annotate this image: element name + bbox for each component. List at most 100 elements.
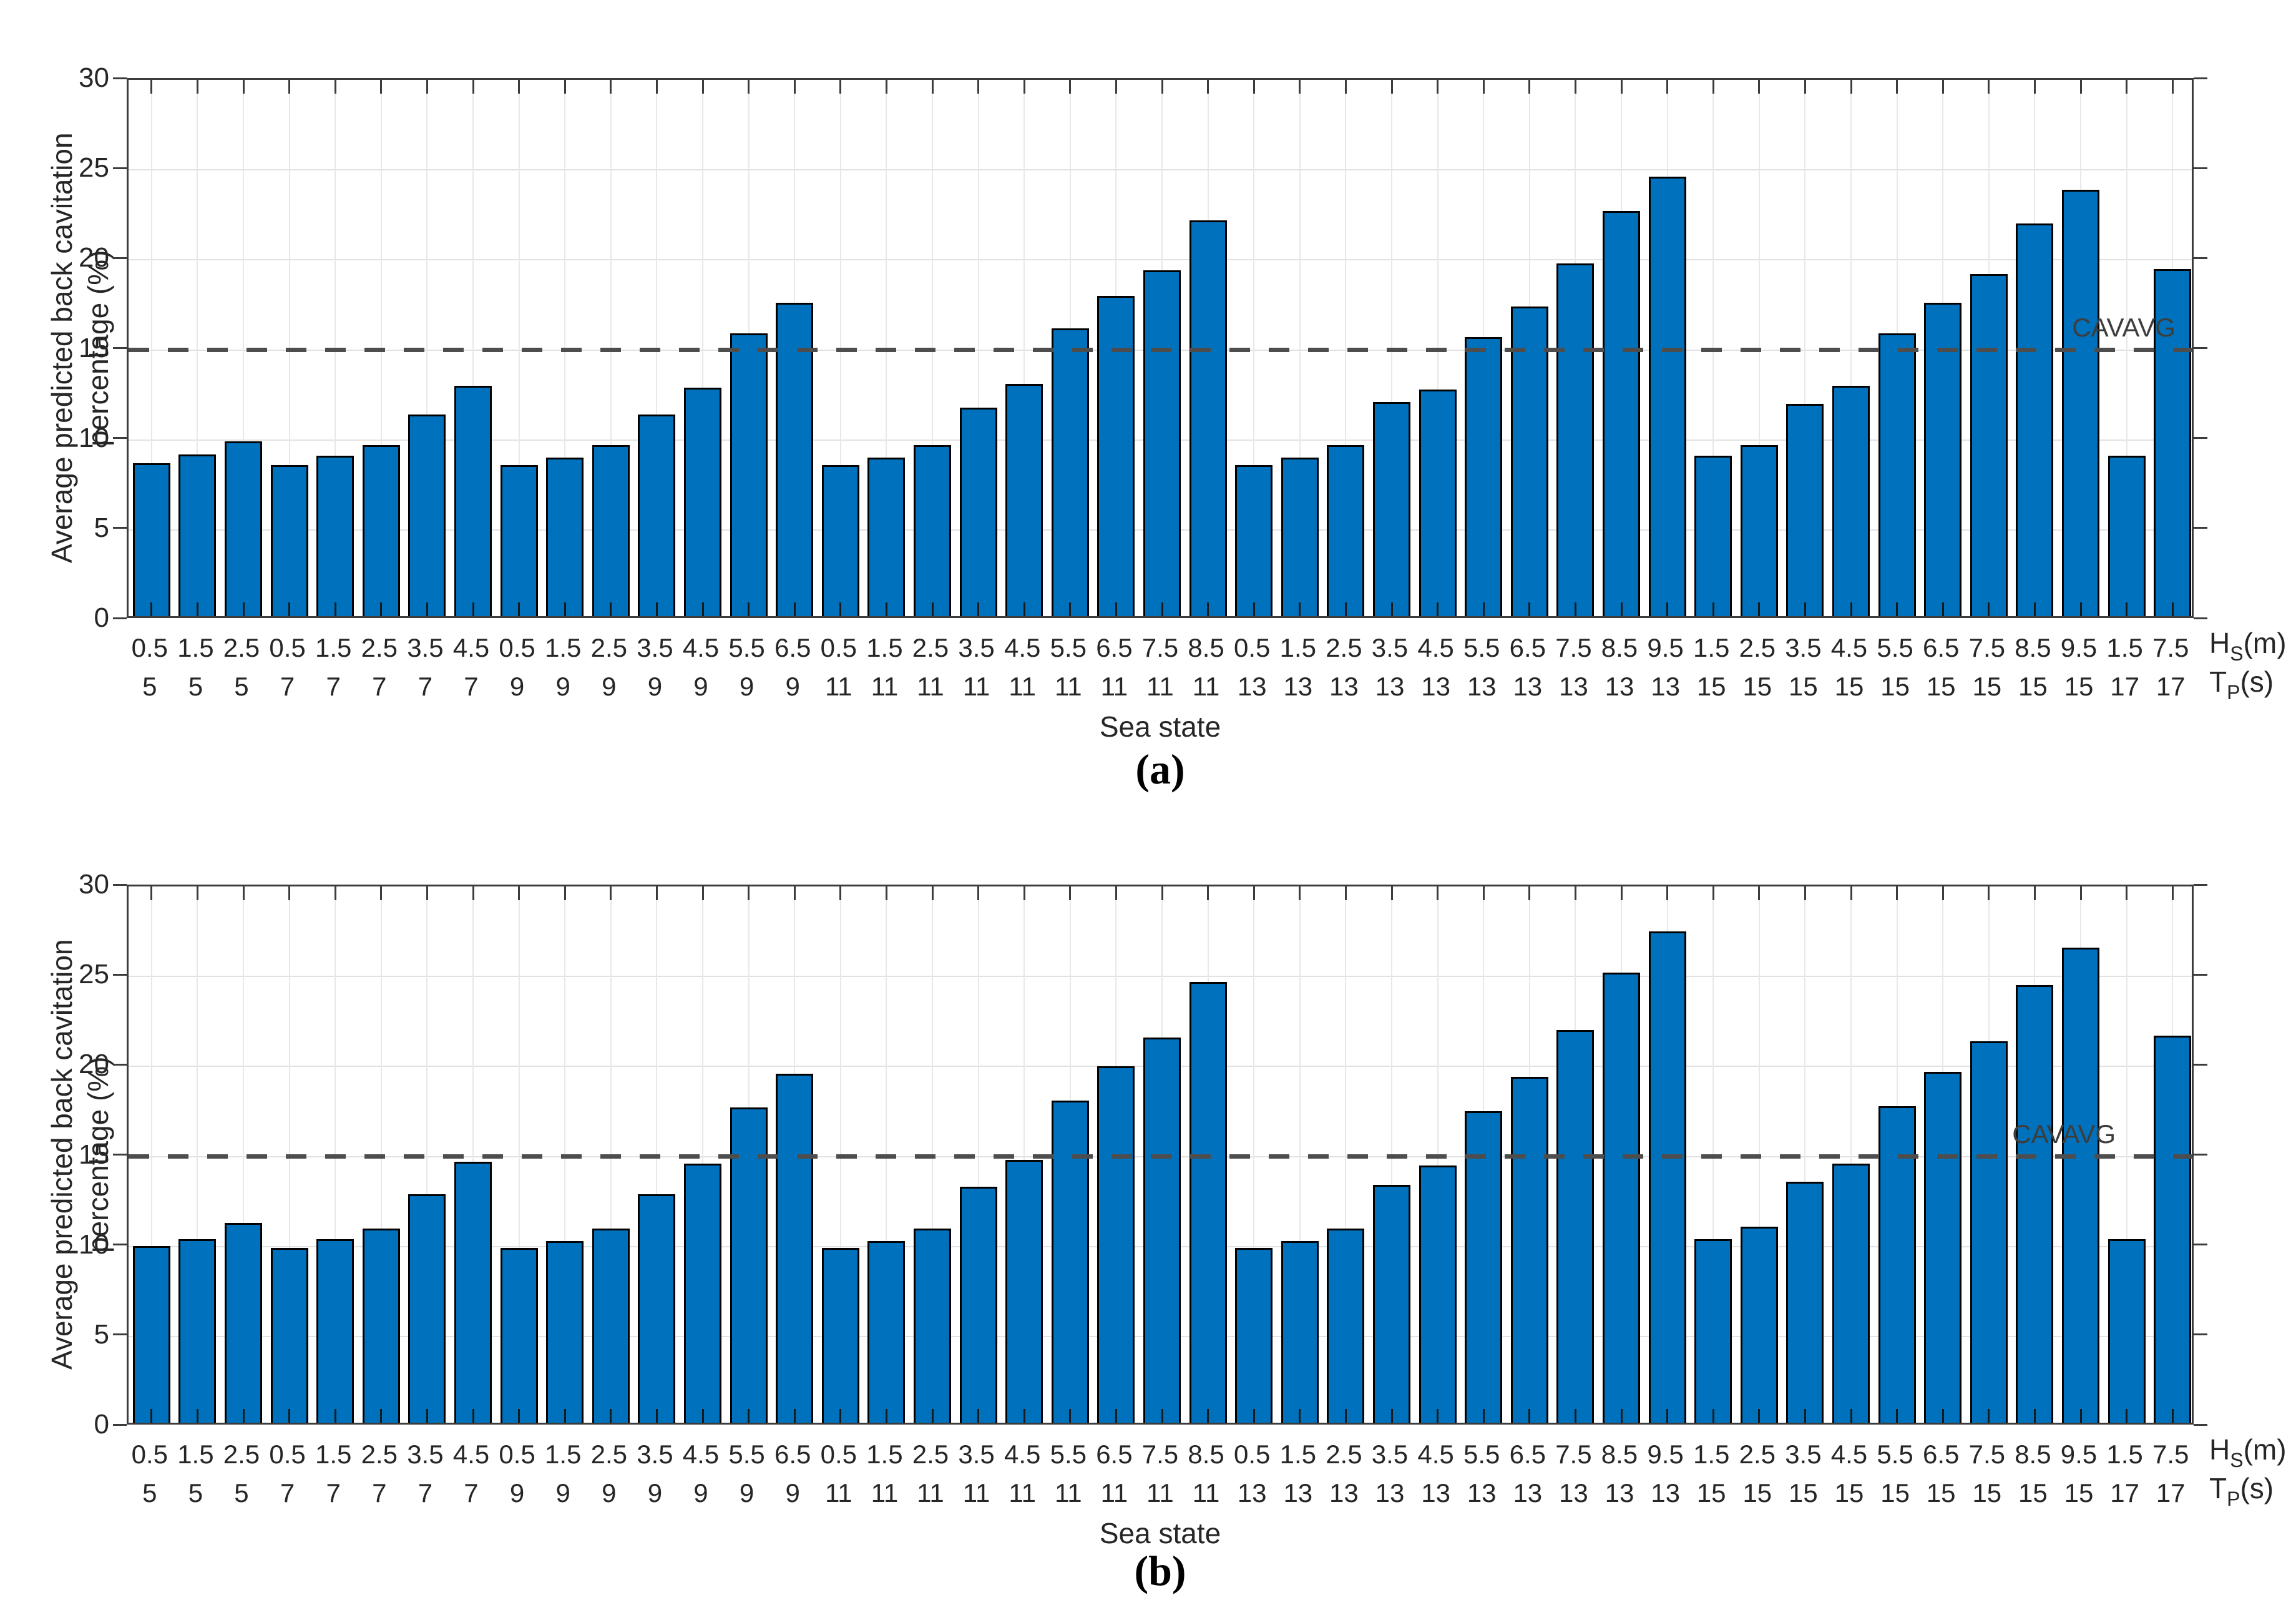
x-tick-mark-top <box>472 886 474 900</box>
x-tick-label-hs: 1.5 <box>2106 1440 2143 1469</box>
tp-axis-unit-label: TP(s) <box>2209 663 2274 702</box>
x-tick-label-tp: 5 <box>234 672 249 701</box>
x-tick-mark-top <box>1850 80 1852 94</box>
x-tick-label-hs: 2.5 <box>1326 1440 1362 1469</box>
x-tick-mark-bottom <box>2033 1409 2036 1423</box>
x-tick-label-tp: 15 <box>2018 1478 2048 1508</box>
v-gridline <box>1437 886 1439 1423</box>
x-tick-mark-top <box>2079 886 2082 900</box>
x-tick-mark-top <box>564 886 566 900</box>
x-tick-label-hs: 9.5 <box>2060 1440 2098 1469</box>
v-gridline <box>2172 80 2174 616</box>
y-tick-label: 25 <box>79 959 109 990</box>
x-tick-label-tp: 15 <box>1926 1478 1956 1508</box>
x-tick-label-hs: 2.5 <box>590 633 627 662</box>
x-tick-mark-bottom <box>1390 1409 1393 1423</box>
x-tick-label-hs: 4.5 <box>1004 633 1041 662</box>
bar <box>1235 1248 1273 1423</box>
x-tick-mark-top <box>1115 80 1117 94</box>
bar <box>1694 456 1732 616</box>
x-tick-mark-bottom <box>1253 1409 1255 1423</box>
y-tick-mark <box>113 617 127 619</box>
x-tick-label-hs: 8.5 <box>2015 1440 2051 1469</box>
x-tick-label-tp: 17 <box>2110 672 2139 701</box>
x-tick-label-hs: 6.5 <box>1509 1440 1546 1469</box>
x-tick-label-tp: 7 <box>372 1478 387 1508</box>
y-axis-label: Average predicted back cavitation percen… <box>46 132 114 564</box>
x-tick-mark-top <box>334 80 336 94</box>
x-tick-mark-top <box>885 80 887 94</box>
x-tick-mark-bottom <box>2079 1409 2082 1423</box>
x-tick-mark-top <box>610 886 612 900</box>
v-gridline <box>1666 886 1668 1423</box>
x-tick-mark-bottom <box>2126 602 2128 616</box>
x-tick-label-hs: 5.5 <box>1050 633 1087 662</box>
x-tick-label-tp: 15 <box>1834 1478 1864 1508</box>
x-tick-mark-bottom <box>1804 602 1806 616</box>
h-gridline <box>129 976 2192 978</box>
x-tick-label-tp: 11 <box>1192 672 1220 701</box>
x-tick-mark-top <box>977 80 980 94</box>
tp-subscript: P <box>2227 1488 2240 1510</box>
tp-unit-text: (s) <box>2240 1472 2274 1504</box>
bar <box>270 1248 308 1423</box>
x-tick-label-tp: 11 <box>1054 1478 1082 1508</box>
y-tick-label: 10 <box>79 422 109 453</box>
bar <box>1373 401 1410 616</box>
x-tick-mark-bottom <box>1804 1409 1806 1423</box>
x-tick-mark-top <box>1896 886 1898 900</box>
bar <box>776 303 814 616</box>
v-gridline <box>1528 886 1530 1423</box>
x-tick-label-hs: 0.5 <box>269 1440 306 1469</box>
x-axis-label: Sea state <box>1099 1517 1221 1549</box>
x-tick-mark-bottom <box>839 1409 842 1423</box>
v-gridline <box>1253 80 1255 616</box>
v-gridline <box>1666 80 1668 616</box>
x-tick-mark-top <box>977 886 980 900</box>
x-tick-label-hs: 1.5 <box>315 1440 352 1469</box>
x-tick-mark-top <box>1712 80 1714 94</box>
x-tick-mark-bottom <box>885 602 887 616</box>
v-gridline <box>1437 80 1439 616</box>
v-gridline <box>518 80 520 616</box>
x-tick-label-tp: 9 <box>693 672 708 701</box>
x-tick-label-tp: 15 <box>1742 1478 1772 1508</box>
x-tick-label-tp: 13 <box>1283 1478 1313 1508</box>
v-gridline <box>288 80 290 616</box>
x-tick-mark-bottom <box>1896 1409 1898 1423</box>
h-gridline <box>129 169 2192 171</box>
x-tick-mark-bottom <box>1758 602 1761 616</box>
x-tick-label-tp: 15 <box>1926 672 1956 701</box>
x-tick-label-hs: 0.5 <box>1233 1440 1271 1469</box>
x-tick-label-hs: 6.5 <box>1096 1440 1133 1469</box>
x-tick-mark-bottom <box>196 1409 198 1423</box>
v-gridline <box>2126 80 2127 616</box>
v-gridline <box>335 886 336 1423</box>
x-tick-mark-top <box>380 886 383 900</box>
threshold-label: CAVAVG <box>2072 313 2176 342</box>
x-tick-label-tp: 5 <box>142 672 157 701</box>
x-tick-label-tp: 9 <box>739 672 755 701</box>
bar <box>1556 263 1595 616</box>
y-tick-mark-right <box>2194 883 2207 886</box>
chart-caption: (a) <box>1135 745 1185 793</box>
bar <box>225 441 262 616</box>
x-tick-label-hs: 3.5 <box>407 633 444 662</box>
x-tick-mark-top <box>748 886 750 900</box>
x-tick-mark-bottom <box>2171 1409 2174 1423</box>
bar <box>546 1240 584 1423</box>
v-gridline <box>518 886 520 1423</box>
x-tick-mark-top <box>701 80 704 94</box>
x-tick-mark-top <box>1390 886 1393 900</box>
hs-unit-text: (m) <box>2243 627 2287 659</box>
x-tick-label-tp: 15 <box>2018 672 2048 701</box>
v-gridline <box>1804 80 1806 616</box>
x-tick-mark-bottom <box>1666 602 1669 616</box>
bar <box>225 1222 262 1423</box>
x-tick-mark-top <box>748 80 750 94</box>
x-tick-label-hs: 6.5 <box>1922 633 1960 662</box>
bar <box>959 1187 997 1423</box>
v-gridline <box>2034 886 2036 1423</box>
v-gridline <box>1299 886 1301 1423</box>
x-tick-mark-top <box>1942 80 1944 94</box>
